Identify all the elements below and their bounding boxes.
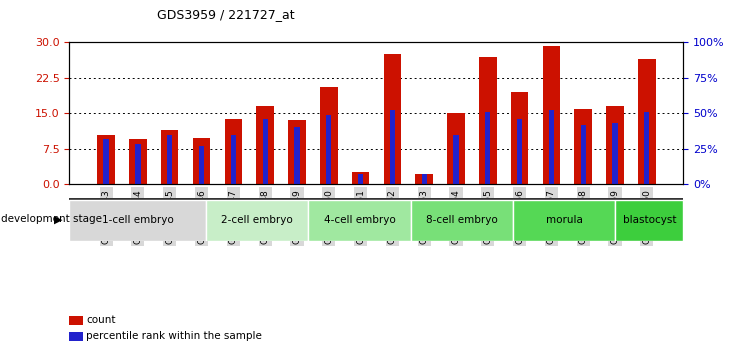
Bar [549, 110, 554, 184]
Text: blastocyst: blastocyst [623, 215, 676, 225]
Bar [135, 144, 140, 184]
Bar [517, 119, 522, 184]
Bar [485, 112, 491, 184]
Text: development stage: development stage [1, 215, 102, 224]
Bar [390, 110, 395, 184]
Bar [206, 200, 308, 241]
Bar [326, 115, 331, 184]
Bar [638, 59, 656, 184]
Bar [167, 135, 173, 184]
Bar [320, 87, 338, 184]
Text: morula: morula [545, 215, 583, 225]
Text: 8-cell embryo: 8-cell embryo [426, 215, 498, 225]
Bar [447, 113, 465, 184]
Bar [97, 135, 115, 184]
Bar [453, 135, 458, 184]
Bar [613, 123, 618, 184]
Bar [511, 92, 529, 184]
Bar [262, 119, 268, 184]
Bar [224, 119, 242, 184]
Bar [295, 127, 300, 184]
Bar [384, 54, 401, 184]
Text: count: count [86, 315, 115, 325]
Bar [129, 139, 147, 184]
Bar [575, 109, 592, 184]
Bar [288, 120, 306, 184]
Bar [411, 200, 513, 241]
Bar [606, 106, 624, 184]
Text: GDS3959 / 221727_at: GDS3959 / 221727_at [157, 8, 295, 21]
Text: ▶: ▶ [53, 215, 62, 224]
Bar [193, 138, 211, 184]
Bar [479, 57, 496, 184]
Bar [358, 174, 363, 184]
Bar [644, 112, 649, 184]
Bar [308, 200, 411, 241]
Bar [104, 139, 109, 184]
Bar [616, 200, 683, 241]
Text: 1-cell embryo: 1-cell embryo [102, 215, 173, 225]
Bar [542, 46, 560, 184]
Bar [231, 135, 236, 184]
Bar [352, 172, 369, 184]
Bar [422, 174, 427, 184]
Bar [580, 125, 586, 184]
Text: 4-cell embryo: 4-cell embryo [324, 215, 395, 225]
Bar [513, 200, 616, 241]
Bar [257, 106, 274, 184]
Bar [161, 130, 178, 184]
Bar [199, 146, 204, 184]
Bar [415, 174, 433, 184]
Bar [69, 200, 206, 241]
Text: 2-cell embryo: 2-cell embryo [221, 215, 293, 225]
Text: percentile rank within the sample: percentile rank within the sample [86, 331, 262, 341]
